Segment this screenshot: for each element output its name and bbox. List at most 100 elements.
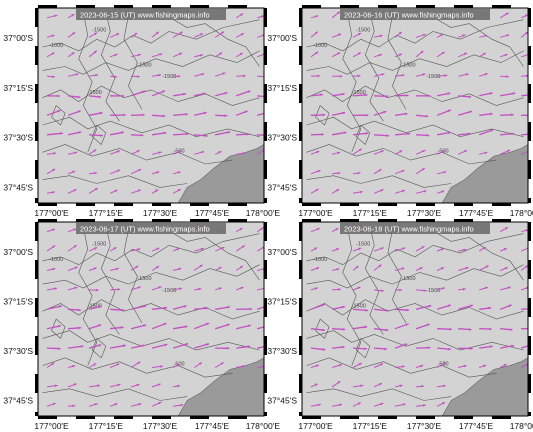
current-arrow (194, 307, 209, 310)
current-arrow (479, 34, 488, 38)
current-arrow (352, 402, 362, 407)
current-arrow (173, 132, 189, 136)
current-arrow (151, 90, 166, 97)
current-arrow (395, 94, 409, 97)
land-mass (441, 357, 528, 416)
current-arrow (109, 246, 117, 252)
depth-contour (306, 50, 524, 75)
current-arrow (130, 32, 138, 38)
current-arrow (130, 344, 145, 349)
current-arrow (353, 190, 363, 194)
current-arrow (46, 305, 63, 310)
depth-contour (42, 116, 260, 138)
current-arrow (436, 190, 445, 194)
current-arrow (352, 265, 359, 271)
current-arrow (437, 384, 446, 388)
depth-contour (42, 175, 188, 188)
depth-contour (342, 11, 362, 153)
depth-contour (78, 225, 98, 366)
current-arrow (416, 346, 431, 349)
current-arrow (415, 50, 424, 58)
current-arrow (194, 287, 202, 291)
current-arrow (310, 31, 319, 38)
depth-contour (42, 264, 260, 289)
current-arrow (310, 169, 321, 175)
current-arrow (109, 131, 124, 136)
current-arrow (151, 31, 160, 38)
depth-contour (78, 11, 98, 153)
current-arrow (235, 227, 243, 233)
current-arrow (373, 247, 384, 252)
current-arrow (415, 364, 424, 368)
current-arrow (257, 365, 264, 368)
depth-contour (123, 229, 143, 324)
map-panel: -1000-1500-1500-500-1500-15002023-06-16 … (267, 5, 533, 218)
current-arrow (310, 403, 321, 407)
longitude-label: 177°45'E (195, 421, 230, 431)
current-arrow (521, 229, 528, 233)
longitude-label: 177°00'E (34, 208, 69, 218)
longitude-label: 177°30'E (407, 208, 442, 218)
map-panel: -1000-1500-1500-500-1500-15002023-06-15 … (3, 5, 280, 218)
current-arrow (479, 92, 493, 97)
latitude-label: 37°30'S (3, 133, 33, 143)
current-arrow (310, 15, 319, 19)
current-arrow (172, 92, 187, 97)
current-arrow (68, 308, 81, 312)
current-arrow (437, 74, 448, 77)
current-arrow (373, 168, 382, 175)
current-arrow (109, 53, 118, 58)
current-arrow (310, 227, 320, 233)
current-arrow (256, 227, 264, 233)
contour-label: -1500 (92, 241, 106, 247)
current-arrow (46, 152, 56, 155)
current-arrow (67, 110, 81, 116)
current-arrow (352, 148, 363, 155)
current-arrow (46, 34, 55, 38)
current-arrow (500, 132, 515, 136)
depth-contour (100, 225, 120, 335)
current-arrow (46, 109, 61, 116)
current-arrow (479, 112, 493, 116)
current-arrow (172, 267, 182, 271)
latitude-label: 37°00'S (3, 33, 33, 43)
current-arrow (395, 132, 411, 136)
current-arrow (373, 382, 383, 388)
contour-label: -1500 (162, 288, 176, 294)
current-arrow (214, 361, 224, 368)
current-arrow (332, 328, 346, 331)
contour-label: -1500 (88, 303, 102, 309)
current-arrow (46, 191, 55, 194)
current-arrow (458, 328, 472, 331)
date-stamp-bg (76, 223, 226, 234)
longitude-label: 177°45'E (459, 208, 494, 218)
contour-label: -1500 (137, 63, 151, 69)
current-arrow (172, 325, 188, 330)
current-arrow (215, 287, 223, 291)
current-arrow (173, 403, 184, 407)
date-stamp-bg (340, 223, 490, 234)
current-arrow (67, 170, 76, 175)
current-arrow (68, 326, 82, 330)
current-arrow (215, 131, 231, 136)
contour-label: -1500 (401, 276, 415, 282)
current-arrow (215, 306, 231, 310)
current-arrow (458, 266, 469, 271)
current-arrow (457, 149, 468, 155)
current-arrow (109, 363, 120, 368)
current-arrow (331, 268, 340, 271)
current-arrow (374, 95, 389, 98)
current-arrow (478, 129, 494, 136)
current-arrow (394, 31, 403, 38)
current-arrow (194, 151, 205, 155)
current-arrow (88, 267, 97, 271)
current-arrow (235, 245, 246, 252)
depth-contour (91, 338, 107, 359)
current-arrow (479, 286, 489, 291)
current-arrow (478, 52, 487, 58)
current-arrow (394, 343, 408, 349)
current-arrow (194, 54, 204, 58)
current-arrow (257, 112, 264, 116)
contour-label: -1500 (88, 90, 102, 96)
current-arrow (152, 114, 166, 118)
